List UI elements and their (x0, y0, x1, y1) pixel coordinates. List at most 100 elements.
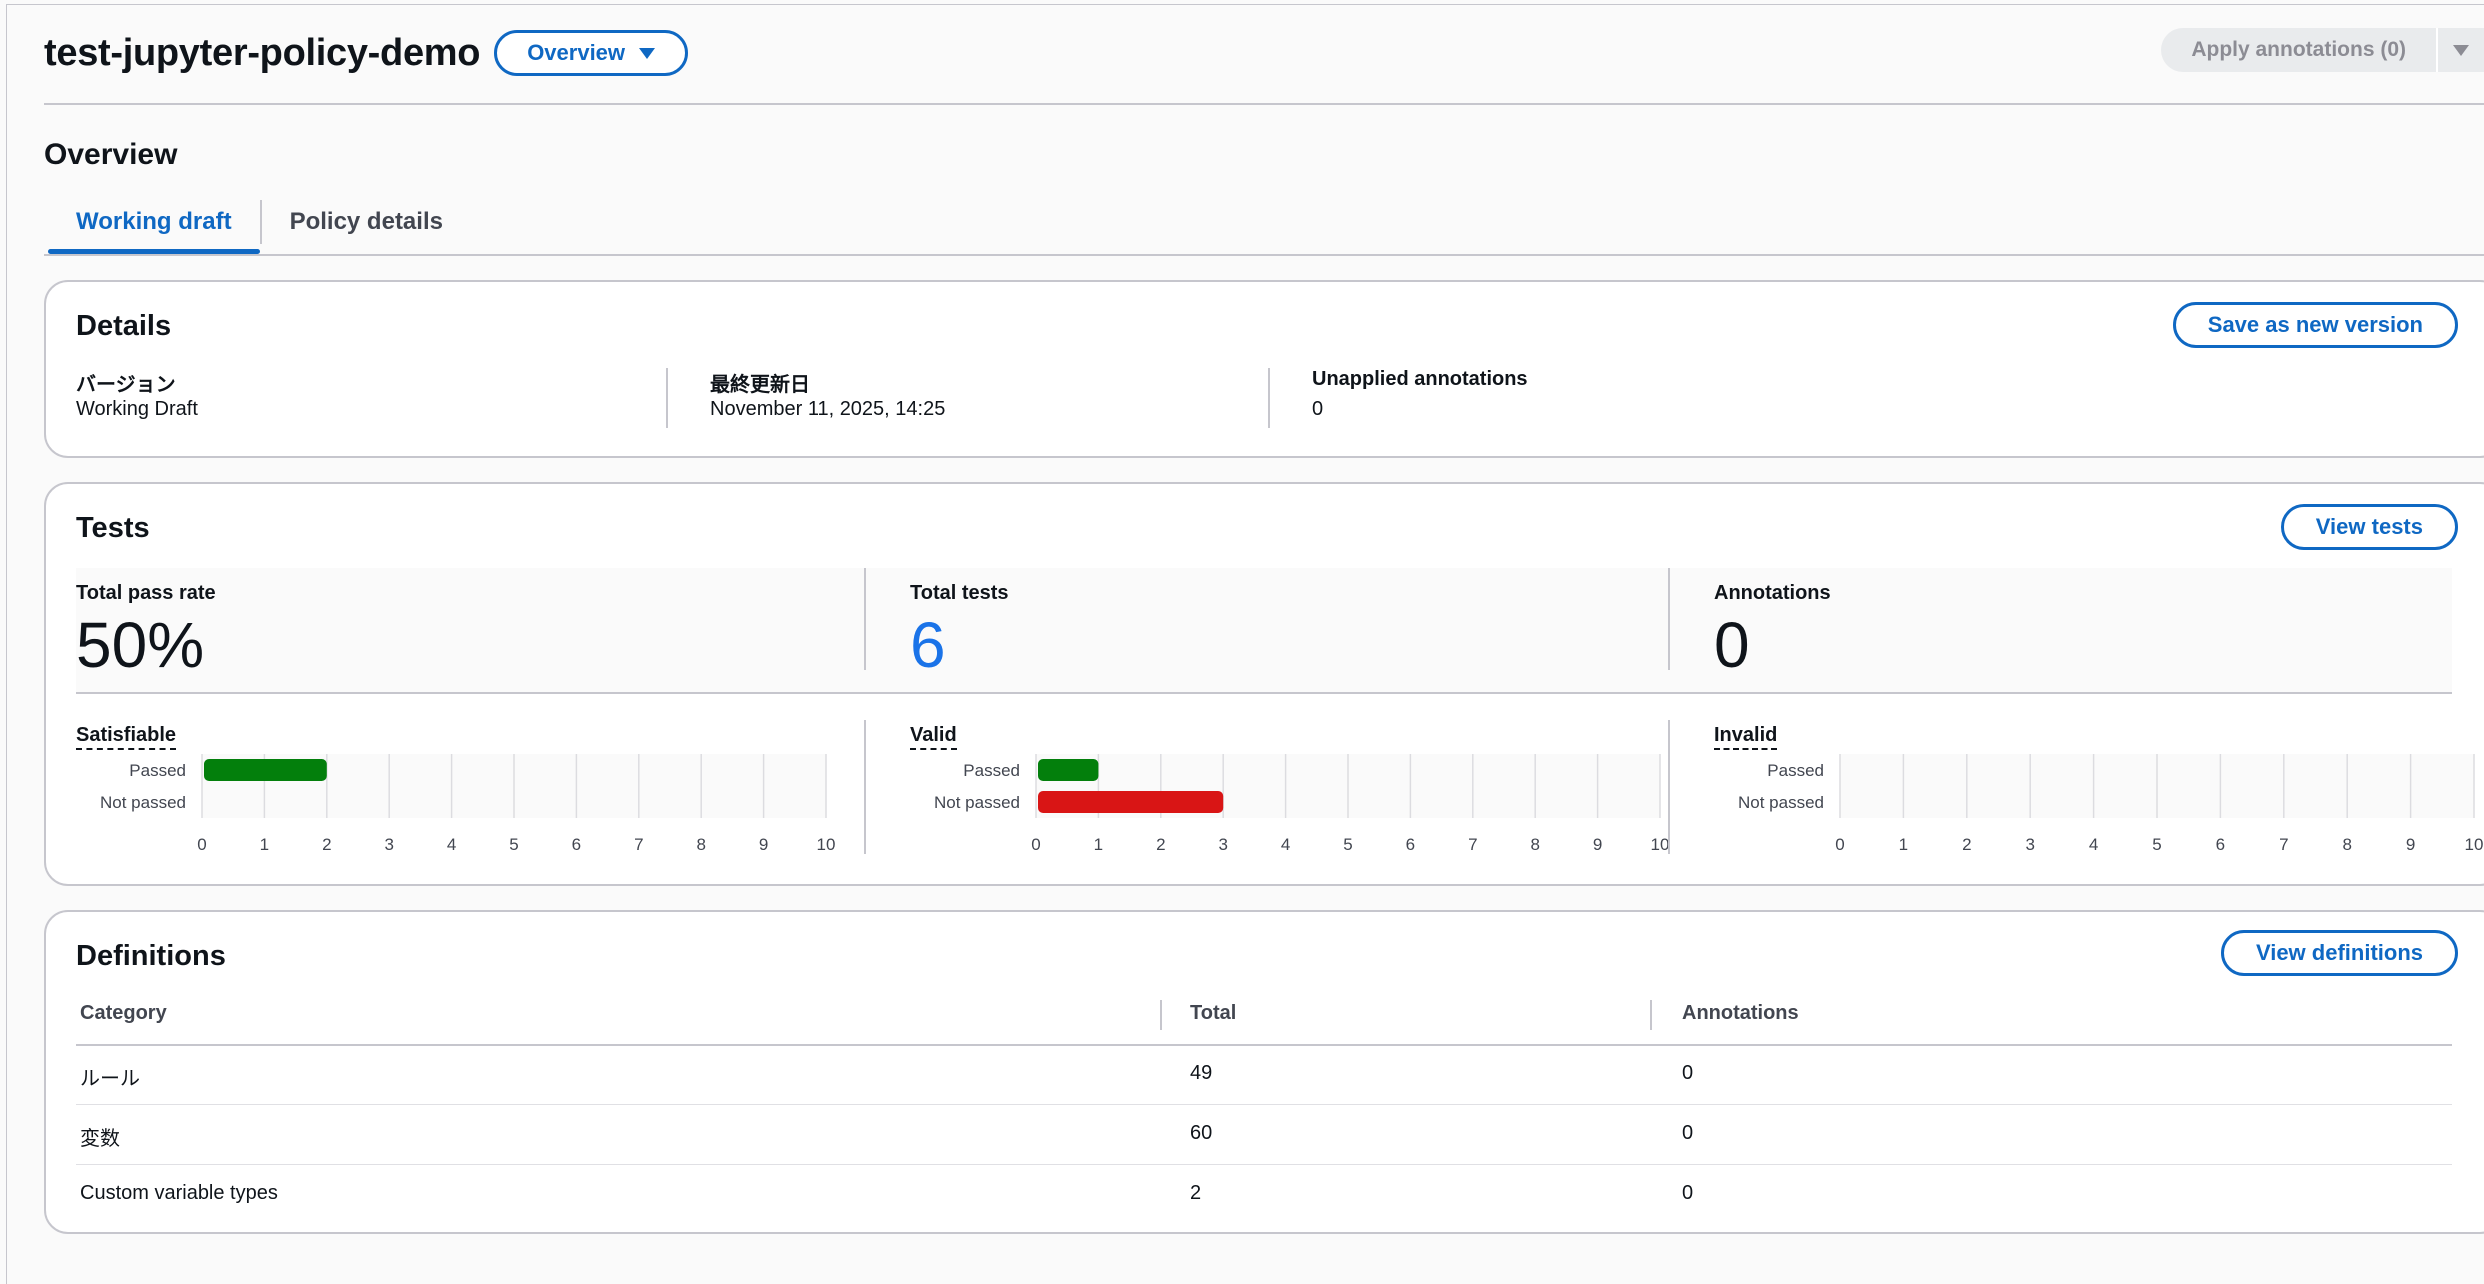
tabs-underline (44, 254, 2484, 256)
view-tests-button[interactable]: View tests (2280, 504, 2458, 550)
caret-down-icon (2453, 44, 2469, 56)
x-tick-label: 9 (759, 835, 768, 850)
view-dropdown-label: Overview (527, 40, 626, 65)
column-header-annotations[interactable]: Annotations (1682, 1002, 1799, 1024)
x-tick-label: 8 (1530, 835, 1539, 850)
total-pass-rate-value: 50% (76, 609, 205, 681)
unapplied-annotations-value: 0 (1312, 398, 1324, 420)
column-separator (1668, 568, 1670, 670)
invalid-chart: 0 1 2 3 4 5 6 7 8 9 10 Passed Not passed (1738, 754, 2484, 850)
table-cell-category: Custom variable types (80, 1182, 278, 1204)
apply-annotations-button[interactable]: Apply annotations (0) (2161, 28, 2436, 72)
column-header-total[interactable]: Total (1190, 1002, 1237, 1024)
x-tick-label: 9 (2406, 835, 2415, 850)
x-tick-label: 5 (1343, 835, 1352, 850)
satisfiable-chart: 0 1 2 3 4 5 6 7 8 9 10 Passed Not passed (100, 754, 836, 850)
category-label: Passed (963, 761, 1020, 780)
x-tick-label: 3 (384, 835, 393, 850)
x-tick-label: 6 (2216, 835, 2225, 850)
version-label: バージョン (76, 374, 176, 396)
total-pass-rate-label: Total pass rate (76, 582, 216, 604)
definitions-card: Definitions View definitions Category To… (44, 910, 2484, 1234)
table-cell-category: 変数 (80, 1128, 120, 1150)
tab-policy-details[interactable]: Policy details (289, 208, 443, 235)
table-row-divider (76, 1164, 2452, 1165)
category-label: Passed (129, 761, 186, 780)
valid-chart-title: Valid (910, 724, 957, 750)
column-header-category[interactable]: Category (80, 1002, 167, 1024)
x-tick-label: 10 (1651, 835, 1670, 850)
x-tick-label: 4 (447, 835, 456, 850)
table-row-divider (76, 1104, 2452, 1105)
x-tick-label: 1 (1094, 835, 1103, 850)
x-tick-label: 8 (2342, 835, 2351, 850)
column-separator (864, 568, 866, 670)
apply-options-button[interactable] (2436, 28, 2484, 72)
table-header-divider (76, 1044, 2452, 1046)
total-tests-value[interactable]: 6 (910, 609, 946, 681)
x-tick-label: 4 (1281, 835, 1290, 850)
x-tick-label: 2 (1156, 835, 1165, 850)
x-tick-label: 1 (260, 835, 269, 850)
version-value: Working Draft (76, 398, 198, 420)
definitions-title: Definitions (76, 940, 226, 972)
valid-chart: 0 1 2 3 4 5 6 7 8 9 10 Passed Not passed (934, 754, 1670, 850)
column-separator (864, 720, 866, 854)
last-updated-label: 最終更新日 (710, 374, 810, 396)
table-cell-total: 2 (1190, 1182, 1202, 1204)
annotations-value: 0 (1714, 609, 1750, 681)
x-tick-label: 7 (1468, 835, 1477, 850)
caret-down-icon (639, 47, 656, 59)
bar-passed[interactable] (204, 759, 327, 781)
column-resizer[interactable] (1160, 1000, 1162, 1030)
apply-annotations-group: Apply annotations (0) (2161, 28, 2484, 72)
annotations-label: Annotations (1714, 582, 1831, 604)
table-cell-category: ルール (80, 1068, 140, 1090)
x-tick-label: 5 (2152, 835, 2161, 850)
x-tick-label: 3 (1218, 835, 1227, 850)
details-card: Details Save as new version バージョン Workin… (44, 280, 2484, 458)
tests-title: Tests (76, 512, 150, 544)
x-tick-label: 6 (572, 835, 581, 850)
x-tick-label: 0 (197, 835, 206, 850)
x-tick-label: 10 (817, 835, 836, 850)
x-tick-label: 2 (322, 835, 331, 850)
tab-list: Working draft Policy details (48, 190, 2484, 254)
x-tick-label: 6 (1406, 835, 1415, 850)
last-updated-value: November 11, 2025, 14:25 (710, 398, 946, 420)
section-title: Overview (44, 138, 178, 171)
view-definitions-button[interactable]: View definitions (2220, 930, 2458, 976)
table-cell-annotations: 0 (1682, 1182, 1694, 1204)
total-tests-label: Total tests (910, 582, 1009, 604)
x-tick-label: 1 (1899, 835, 1908, 850)
tab-working-draft[interactable]: Working draft (48, 190, 260, 254)
stats-band: Total pass rate 50% Total tests 6 Annota… (76, 568, 2452, 694)
x-tick-label: 7 (634, 835, 643, 850)
save-as-new-version-button[interactable]: Save as new version (2172, 302, 2458, 348)
details-title: Details (76, 310, 172, 342)
header-divider (44, 103, 2484, 105)
x-tick-label: 9 (1593, 835, 1602, 850)
column-resizer[interactable] (1650, 1000, 1652, 1030)
tests-card: Tests View tests Total pass rate 50% Tot… (44, 482, 2484, 886)
column-separator (1668, 720, 1670, 854)
bar-passed[interactable] (1038, 759, 1099, 781)
table-cell-annotations: 0 (1682, 1062, 1694, 1084)
x-tick-label: 10 (2465, 835, 2484, 850)
bar-not-passed[interactable] (1038, 791, 1224, 813)
page-title: test-jupyter-policy-demo (44, 31, 481, 74)
category-label: Not passed (1738, 793, 1824, 812)
x-tick-label: 0 (1835, 835, 1844, 850)
tab-separator (259, 200, 262, 244)
x-tick-label: 3 (2025, 835, 2034, 850)
x-tick-label: 2 (1962, 835, 1971, 850)
category-label: Passed (1767, 761, 1824, 780)
view-dropdown[interactable]: Overview (494, 30, 689, 76)
x-tick-label: 7 (2279, 835, 2288, 850)
table-cell-annotations: 0 (1682, 1122, 1694, 1144)
unapplied-annotations-label: Unapplied annotations (1312, 368, 1528, 390)
category-label: Not passed (100, 793, 186, 812)
table-cell-total: 49 (1190, 1062, 1213, 1084)
column-separator (1268, 368, 1270, 428)
invalid-chart-title: Invalid (1714, 724, 1778, 750)
